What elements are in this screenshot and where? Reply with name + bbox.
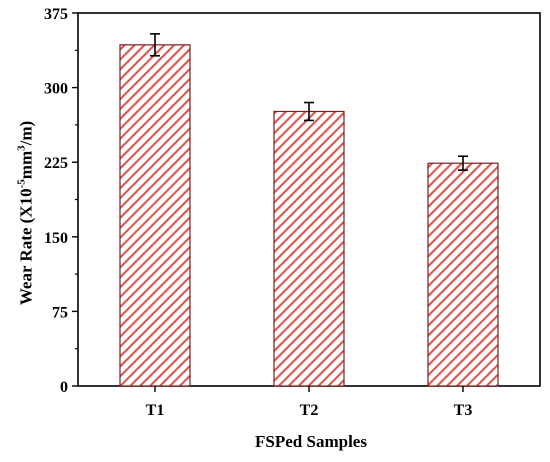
y-tick-label: 225 (44, 155, 68, 172)
bar-t2 (273, 110, 345, 387)
bar-t3 (427, 162, 499, 387)
x-axis-label: FSPed Samples (255, 432, 367, 451)
error-bar-t1 (150, 33, 160, 57)
y-tick-label: 0 (60, 379, 68, 396)
y-tick-label: 75 (52, 304, 68, 321)
error-bar-t2 (304, 101, 314, 122)
bar-t1 (119, 44, 191, 387)
y-tick-label: 300 (44, 81, 68, 98)
x-tick-label-t3: T3 (454, 402, 473, 419)
y-tick-label: 150 (44, 230, 68, 247)
x-tick-label-t2: T2 (300, 402, 319, 419)
y-axis-label: Wear Rate (X10-5mm3/m) (15, 120, 36, 306)
x-tick-label-t1: T1 (146, 402, 165, 419)
y-tick-label: 375 (44, 6, 68, 23)
error-bar-t3 (458, 155, 468, 171)
